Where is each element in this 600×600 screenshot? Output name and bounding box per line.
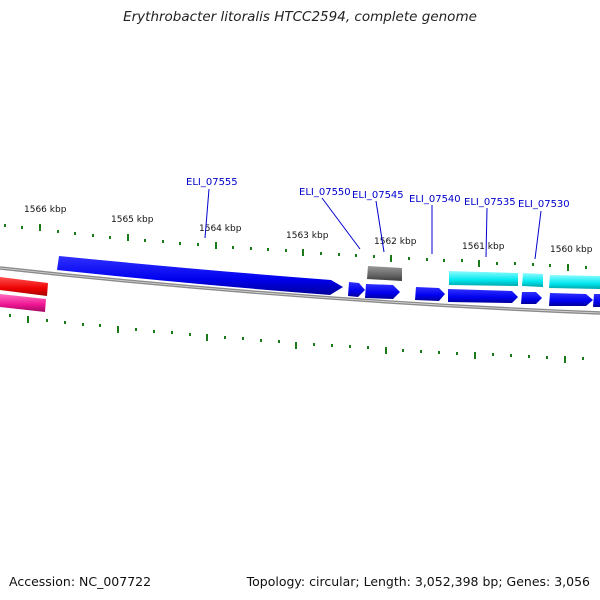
gene-eli-07555[interactable] <box>57 256 343 295</box>
inner-scale-ticks <box>9 314 584 363</box>
genome-summary-text: Topology: circular; Length: 3,052,398 bp… <box>246 574 590 589</box>
scale-label-1566: 1566 kbp <box>24 205 67 215</box>
gene-forward-b[interactable] <box>521 292 542 304</box>
gene-label-eli-07530[interactable]: ELI_07530 <box>518 199 570 210</box>
gene-label-eli-07540[interactable]: ELI_07540 <box>409 194 461 205</box>
gene-eli-07530[interactable] <box>549 275 600 289</box>
forward-genes <box>57 256 600 307</box>
gene-label-eli-07535[interactable]: ELI_07535 <box>464 197 516 208</box>
gene-label-eli-07545[interactable]: ELI_07545 <box>352 190 404 201</box>
gene-eli-07550[interactable] <box>348 282 365 297</box>
gene-forward-d[interactable] <box>593 294 600 307</box>
gene-red[interactable] <box>0 277 48 296</box>
scale-label-1562: 1562 kbp <box>374 237 417 247</box>
gene-labels: ELI_07555 ELI_07550 ELI_07545 ELI_07540 … <box>186 177 570 210</box>
scale-label-1565: 1565 kbp <box>111 215 154 225</box>
genome-backbone <box>0 266 600 315</box>
label-leaders <box>204 188 542 260</box>
genome-title: Erythrobacter litoralis HTCC2594, comple… <box>123 9 477 25</box>
gene-label-eli-07555[interactable]: ELI_07555 <box>186 177 238 188</box>
gene-label-eli-07550[interactable]: ELI_07550 <box>299 187 351 198</box>
scale-label-1563: 1563 kbp <box>286 231 329 241</box>
gene-forward-c[interactable] <box>549 293 593 306</box>
scale-labels: 1566 kbp 1565 kbp 1564 kbp 1563 kbp 1562… <box>24 205 593 255</box>
edge-genes <box>0 277 48 312</box>
accession-text: Accession: NC_007722 <box>9 574 152 589</box>
scale-label-1561: 1561 kbp <box>462 242 505 252</box>
gene-eli-07540[interactable] <box>415 287 445 301</box>
scale-label-1564: 1564 kbp <box>199 224 242 234</box>
gene-eli-07545-forward[interactable] <box>365 284 400 299</box>
gene-eli-07535-cap[interactable] <box>522 273 543 287</box>
gene-eli-07545[interactable] <box>367 266 402 281</box>
gene-pink[interactable] <box>0 294 46 312</box>
gene-eli-07535[interactable] <box>449 271 518 286</box>
scale-label-1560: 1560 kbp <box>550 245 593 255</box>
outer-scale-ticks <box>4 224 587 271</box>
gene-forward-a[interactable] <box>448 289 518 303</box>
